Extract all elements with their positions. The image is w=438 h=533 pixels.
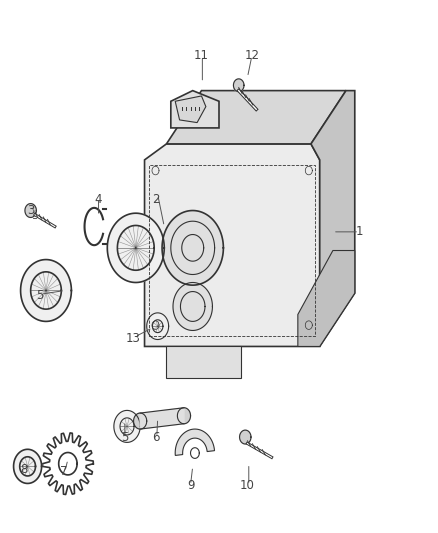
Text: 5: 5: [121, 431, 128, 443]
Text: 13: 13: [126, 332, 141, 345]
Text: 5: 5: [36, 289, 43, 302]
Polygon shape: [162, 211, 223, 285]
Text: 2: 2: [152, 193, 159, 206]
Polygon shape: [175, 96, 206, 123]
Polygon shape: [14, 449, 42, 483]
Polygon shape: [240, 430, 251, 444]
Polygon shape: [134, 413, 147, 429]
Text: 3: 3: [27, 204, 34, 217]
Polygon shape: [166, 346, 241, 378]
Polygon shape: [171, 91, 219, 128]
Text: 11: 11: [194, 50, 209, 62]
Polygon shape: [177, 408, 191, 424]
Polygon shape: [140, 408, 184, 429]
Polygon shape: [21, 260, 71, 321]
Polygon shape: [145, 144, 320, 346]
Text: 4: 4: [95, 193, 102, 206]
Polygon shape: [166, 91, 346, 144]
Text: 8: 8: [21, 463, 28, 475]
Polygon shape: [233, 79, 244, 92]
Polygon shape: [147, 313, 169, 340]
Text: 12: 12: [244, 50, 259, 62]
Polygon shape: [311, 91, 355, 346]
Text: 6: 6: [152, 431, 159, 443]
Polygon shape: [107, 213, 164, 282]
Polygon shape: [298, 251, 355, 346]
Polygon shape: [25, 204, 36, 217]
Polygon shape: [173, 282, 212, 330]
Text: 1: 1: [355, 225, 363, 238]
Text: 9: 9: [187, 479, 194, 491]
Polygon shape: [114, 410, 140, 442]
Text: 10: 10: [240, 479, 255, 491]
Text: 7: 7: [60, 465, 67, 478]
Polygon shape: [175, 429, 215, 455]
